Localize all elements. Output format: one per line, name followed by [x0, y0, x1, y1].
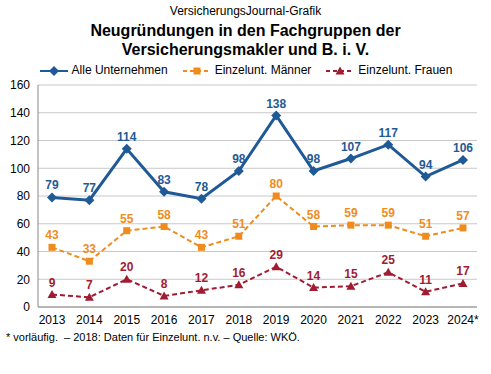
svg-text:57: 57	[456, 209, 470, 223]
svg-text:98: 98	[307, 152, 321, 166]
svg-text:16: 16	[232, 266, 246, 280]
svg-text:2018: 2018	[225, 313, 252, 327]
svg-text:114: 114	[117, 130, 137, 144]
svg-text:2017: 2017	[188, 313, 215, 327]
svg-text:20: 20	[120, 260, 134, 274]
svg-text:17: 17	[456, 264, 470, 278]
svg-text:2020: 2020	[300, 313, 327, 327]
svg-text:79: 79	[45, 178, 59, 192]
svg-text:80: 80	[270, 177, 284, 191]
svg-text:12: 12	[195, 271, 209, 285]
svg-text:2013: 2013	[39, 313, 66, 327]
svg-text:2016: 2016	[151, 313, 178, 327]
svg-text:25: 25	[382, 253, 396, 267]
svg-text:2024*: 2024*	[447, 313, 479, 327]
svg-text:2022: 2022	[375, 313, 402, 327]
svg-text:59: 59	[344, 206, 358, 220]
svg-text:80: 80	[17, 189, 31, 203]
html-text:* vorläufig. – 2018: Daten für: * vorläufig. – 2018: Daten für Einzelunt…	[6, 331, 300, 343]
svg-text:0: 0	[23, 300, 30, 314]
html-text:Neugründungen in den Fachgrupp: Neugründungen in den Fachgruppen der Ver…	[90, 22, 401, 58]
svg-text:58: 58	[157, 208, 171, 222]
svg-text:2014: 2014	[76, 313, 103, 327]
svg-text:14: 14	[307, 269, 321, 283]
html-text:Einzelunt. Männer: Einzelunt. Männer	[214, 63, 312, 77]
svg-text:117: 117	[379, 126, 399, 140]
svg-text:94: 94	[419, 158, 433, 172]
svg-text:100: 100	[10, 162, 30, 176]
svg-text:51: 51	[232, 217, 246, 231]
svg-text:160: 160	[10, 78, 30, 92]
svg-text:51: 51	[419, 217, 433, 231]
svg-text:33: 33	[83, 242, 97, 256]
svg-text:106: 106	[453, 141, 473, 155]
svg-text:2015: 2015	[113, 313, 140, 327]
svg-text:9: 9	[49, 276, 56, 290]
svg-text:11: 11	[419, 273, 432, 287]
svg-text:8: 8	[161, 277, 168, 291]
svg-text:2023: 2023	[412, 313, 439, 327]
svg-text:58: 58	[307, 208, 321, 222]
svg-text:140: 140	[10, 106, 30, 120]
svg-text:2019: 2019	[263, 313, 290, 327]
svg-text:83: 83	[157, 173, 171, 187]
svg-text:20: 20	[17, 273, 31, 287]
svg-text:43: 43	[45, 228, 59, 242]
svg-text:15: 15	[344, 267, 358, 281]
svg-text:7: 7	[86, 278, 93, 292]
svg-text:98: 98	[232, 152, 246, 166]
svg-text:77: 77	[83, 181, 97, 195]
html-text:VersicherungsJournal-Grafik: VersicherungsJournal-Grafik	[169, 4, 322, 18]
svg-text:40: 40	[17, 245, 31, 259]
svg-text:59: 59	[382, 206, 396, 220]
svg-text:120: 120	[10, 134, 30, 148]
svg-text:60: 60	[17, 217, 31, 231]
svg-text:107: 107	[341, 140, 361, 154]
svg-text:78: 78	[195, 180, 209, 194]
html-text:Einzelunt. Frauen: Einzelunt. Frauen	[358, 63, 453, 77]
svg-text:29: 29	[270, 248, 284, 262]
svg-text:138: 138	[266, 97, 286, 111]
svg-text:55: 55	[120, 212, 134, 226]
svg-text:2021: 2021	[338, 313, 365, 327]
html-text:Alle Unternehmen: Alle Unternehmen	[71, 63, 168, 77]
svg-text:43: 43	[195, 228, 209, 242]
